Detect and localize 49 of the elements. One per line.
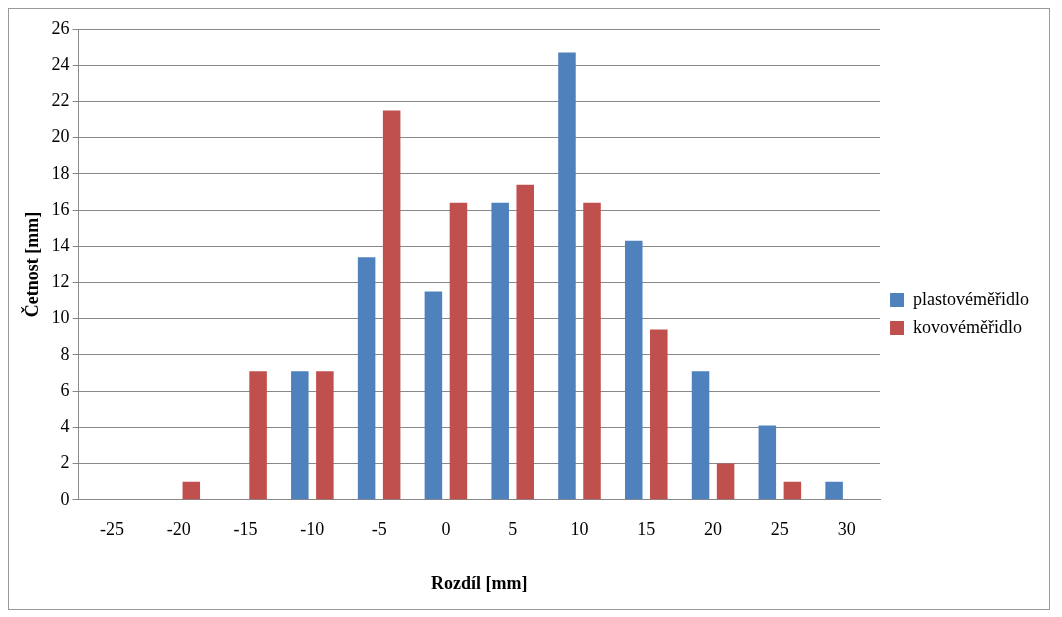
bar (583, 202, 601, 500)
y-axis-title: Četnost [mm] (21, 211, 43, 318)
bar (716, 463, 735, 500)
x-tick-label: -5 (371, 519, 387, 540)
y-tick-label: 12 (51, 271, 70, 292)
y-tick-label: 14 (51, 235, 70, 256)
bar (424, 291, 443, 500)
x-tick-label: 0 (441, 519, 451, 540)
x-tick-label: 15 (637, 519, 656, 540)
y-tick-label: 8 (60, 343, 70, 364)
bar (758, 425, 777, 500)
legend-label: plastovéměřidlo (913, 288, 1030, 309)
bar (624, 240, 643, 500)
x-tick-label: 30 (837, 519, 856, 540)
bar (291, 371, 309, 500)
bar (182, 481, 201, 500)
bar (491, 202, 509, 500)
x-tick-label: -15 (233, 519, 258, 540)
x-tick-label: -25 (99, 519, 124, 540)
bar (650, 329, 668, 500)
y-tick-label: 20 (51, 126, 70, 147)
bar (357, 257, 376, 500)
bar (249, 371, 267, 500)
x-tick-label: -20 (166, 519, 191, 540)
x-tick-label: 10 (570, 519, 589, 540)
y-tick-label: 0 (60, 488, 70, 509)
y-tick-label: 26 (51, 17, 70, 38)
bar (449, 202, 468, 500)
y-tick-label: 2 (60, 452, 70, 473)
y-tick-label: 16 (51, 198, 70, 219)
x-axis-title: Rozdíl [mm] (431, 572, 528, 593)
y-tick-label: 6 (60, 379, 70, 400)
bar (783, 481, 802, 500)
x-tick-label: 5 (508, 519, 518, 540)
legend-label: kovovéměřidlo (913, 316, 1023, 337)
bar (516, 184, 534, 500)
y-tick-label: 18 (51, 162, 70, 183)
y-tick-label: 10 (51, 307, 70, 328)
bar (558, 52, 576, 500)
bar (691, 371, 710, 500)
y-tick-label: 22 (51, 90, 70, 111)
bar (316, 371, 334, 500)
y-tick-label: 24 (51, 53, 70, 74)
x-tick-label: -10 (300, 519, 325, 540)
x-tick-label: 20 (704, 519, 723, 540)
bar (825, 481, 843, 500)
bar (382, 110, 401, 500)
y-tick-label: 4 (60, 416, 70, 437)
x-tick-label: 25 (770, 519, 789, 540)
